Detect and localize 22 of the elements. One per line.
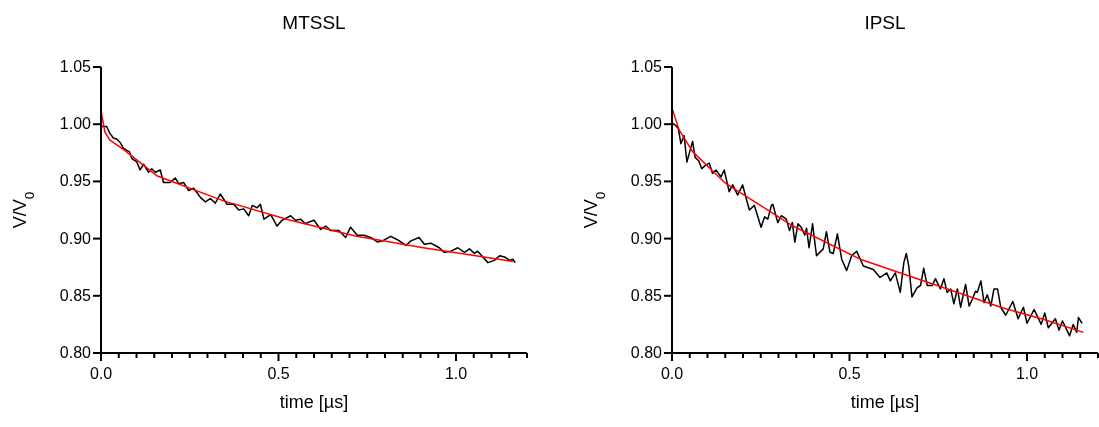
- y-tick-label: 1.05: [630, 58, 663, 75]
- x-tick-label: 0.5: [838, 365, 861, 382]
- y-tick-label: 0.85: [59, 286, 92, 304]
- x-tick-label: 1.0: [444, 365, 468, 382]
- x-tick-label: 0.0: [89, 365, 113, 382]
- x-axis-title: time [µs]: [850, 392, 920, 412]
- x-axis-title: time [µs]: [279, 392, 349, 412]
- y-tick-label: 0.90: [630, 229, 663, 247]
- y-tick-label: 0.80: [59, 344, 92, 361]
- x-tick-label: 0.0: [660, 365, 684, 382]
- y-tick-label: 0.95: [59, 172, 92, 190]
- y-tick-label: 1.05: [59, 58, 92, 75]
- x-tick-label: 0.5: [267, 365, 290, 382]
- chart-title: IPSL: [863, 12, 907, 34]
- y-tick-label: 0.95: [630, 172, 663, 190]
- y-tick-label: 0.90: [59, 229, 92, 247]
- x-tick-label: 1.0: [1015, 365, 1039, 382]
- y-tick-label: 1.00: [630, 115, 663, 133]
- y-tick-label: 0.85: [630, 286, 663, 304]
- y-tick-label: 1.00: [59, 115, 92, 133]
- chart-title: MTSSL: [281, 12, 347, 34]
- y-tick-label: 0.80: [630, 344, 663, 361]
